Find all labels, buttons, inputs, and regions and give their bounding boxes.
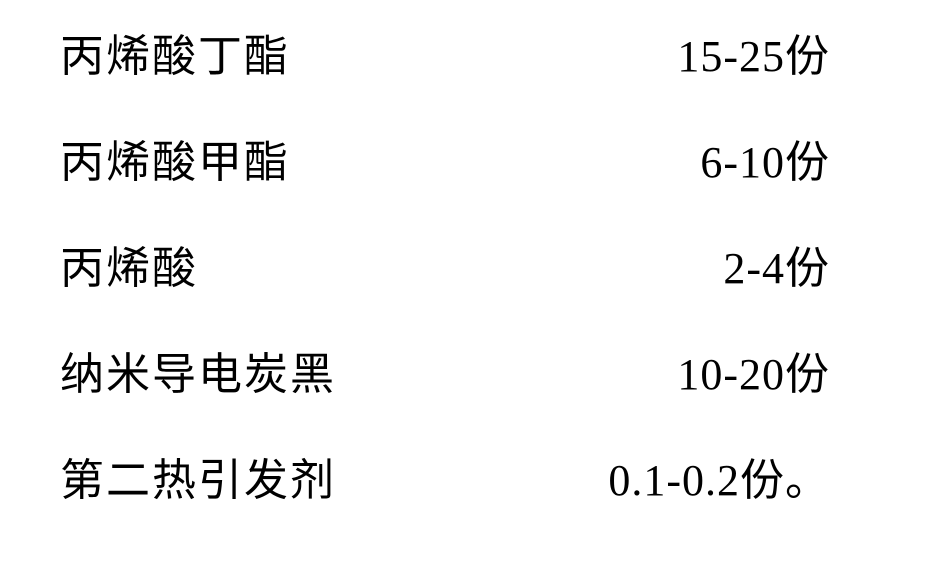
ingredient-value: 2-4份	[510, 232, 830, 296]
ingredient-value: 10-20份	[510, 338, 830, 402]
ingredient-label: 丙烯酸丁酯	[60, 20, 510, 84]
ingredient-value: 0.1-0.2份。	[510, 444, 830, 508]
list-item: 纳米导电炭黑 10-20份	[60, 338, 881, 402]
ingredient-label: 纳米导电炭黑	[60, 338, 510, 402]
list-item: 丙烯酸丁酯 15-25份	[60, 20, 881, 84]
ingredient-value: 15-25份	[510, 20, 830, 84]
list-item: 第二热引发剂 0.1-0.2份。	[60, 444, 881, 508]
ingredient-value: 6-10份	[510, 126, 830, 190]
ingredient-label: 丙烯酸甲酯	[60, 126, 510, 190]
ingredient-label: 第二热引发剂	[60, 444, 510, 508]
ingredient-label: 丙烯酸	[60, 232, 510, 296]
list-item: 丙烯酸甲酯 6-10份	[60, 126, 881, 190]
ingredient-list: 丙烯酸丁酯 15-25份 丙烯酸甲酯 6-10份 丙烯酸 2-4份 纳米导电炭黑…	[0, 0, 941, 570]
list-item: 丙烯酸 2-4份	[60, 232, 881, 296]
